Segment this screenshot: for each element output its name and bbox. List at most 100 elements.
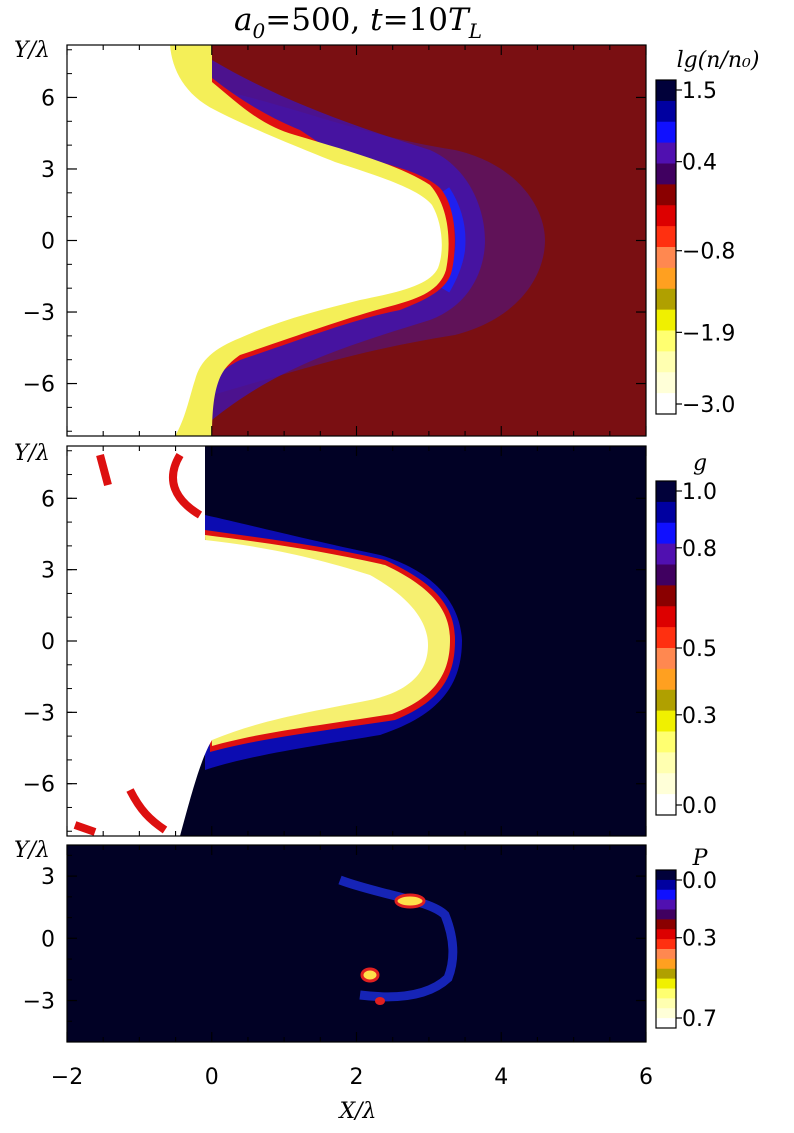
gamma-colorbar-swatch xyxy=(656,689,676,712)
pressure-ytick-label: 3 xyxy=(41,865,55,890)
density-ytick-label: 3 xyxy=(41,158,55,183)
gamma-colorbar-swatch xyxy=(656,522,676,545)
density-y-axis-label: Y/λ xyxy=(14,38,50,63)
pressure-colorbar-swatch xyxy=(656,978,676,989)
density-colorbar-swatch xyxy=(656,142,676,164)
pressure-halo xyxy=(338,875,458,1002)
gamma-colorbar-swatch xyxy=(656,773,676,795)
gamma-ytick-label: −6 xyxy=(23,773,55,798)
pressure-colorbar-swatch xyxy=(656,988,676,999)
density-colorbar-swatch xyxy=(656,184,676,206)
density-ytick-label: 0 xyxy=(41,230,55,255)
x-axis-label: X/λ xyxy=(337,1099,376,1124)
gamma-colorbar-swatch xyxy=(656,564,676,586)
gamma-colorbar-swatch xyxy=(656,648,676,670)
gamma-plasma-body xyxy=(67,446,462,836)
density-colorbar-swatch xyxy=(656,288,676,311)
density-colorbar-swatch xyxy=(656,372,676,394)
panel-gamma: 6 3 0 −3 −6 Y/λ 1.0 0.8 0.5 0.3 0.0 g xyxy=(14,441,717,837)
pressure-colorbar-swatch xyxy=(656,889,676,901)
panel-pressure: 3 0 −3 Y/λ 0.0 0.3 0.7 P xyxy=(14,838,717,1043)
gamma-colorbar-swatch xyxy=(656,731,676,753)
xtick-label: 6 xyxy=(639,1065,653,1090)
density-colorbar-tick-label: −0.8 xyxy=(682,240,735,265)
pressure-hotspot-top xyxy=(394,893,426,909)
gamma-colorbar-tick-label: 0.3 xyxy=(682,704,717,729)
pressure-colorbar-swatch xyxy=(656,899,676,910)
gamma-colorbar-label: g xyxy=(693,451,707,476)
xtick-label: 4 xyxy=(494,1065,508,1090)
density-colorbar-swatch xyxy=(656,205,676,227)
gamma-colorbar-swatch xyxy=(656,627,676,649)
gamma-colorbar-swatch xyxy=(656,501,676,524)
density-ytick-label: 6 xyxy=(41,86,55,111)
density-colorbar-swatch xyxy=(656,330,676,352)
xtick-label: 0 xyxy=(205,1065,219,1090)
gamma-ytick-label: 0 xyxy=(41,630,55,655)
gamma-colorbar-swatch xyxy=(656,606,676,628)
gamma-colorbar-swatch xyxy=(656,481,676,503)
gamma-white-core xyxy=(67,446,428,836)
pressure-colorbar-swatch xyxy=(656,958,676,970)
pressure-colorbar-swatch xyxy=(656,870,676,881)
density-colorbar-swatch xyxy=(656,309,676,331)
pressure-colorbar-swatch xyxy=(656,1008,676,1019)
density-colorbar-tick-label: 0.4 xyxy=(682,151,717,176)
pressure-plot-background xyxy=(67,845,646,1042)
density-ytick-label: −6 xyxy=(23,373,55,398)
pressure-colorbar-tick-label: 0.3 xyxy=(682,927,717,952)
xtick-label: 2 xyxy=(350,1065,364,1090)
density-colorbar-frame xyxy=(655,79,677,415)
pressure-ytick-label: 0 xyxy=(41,927,55,952)
density-white-cavity xyxy=(67,45,442,436)
gamma-colorbar-tick-label: 0.8 xyxy=(682,537,717,562)
density-colorbar-swatch xyxy=(656,226,676,248)
pressure-colorbar-swatch xyxy=(656,929,676,940)
pressure-colorbar-swatch xyxy=(656,949,676,960)
density-colorbar-tick-label: −3.0 xyxy=(682,393,735,418)
gamma-colorbar-swatch xyxy=(656,794,676,816)
pressure-hotspot-bottom xyxy=(375,997,385,1005)
density-colorbar-label: lg(n/n₀) xyxy=(677,48,760,73)
pressure-plasma-body xyxy=(338,875,458,1005)
density-colorbar-swatch xyxy=(656,100,676,123)
gamma-ytick-label: 6 xyxy=(41,487,55,512)
gamma-filament-3 xyxy=(73,788,168,836)
pressure-colorbar-tick-label: 0.7 xyxy=(682,1007,717,1032)
gamma-colorbar-swatch xyxy=(656,668,676,691)
pressure-ytick-label: −3 xyxy=(23,990,55,1015)
gamma-colorbar-swatch xyxy=(656,710,676,732)
density-colorbar-swatch xyxy=(656,267,676,290)
gamma-colorbar-tick-label: 0.0 xyxy=(682,794,717,819)
figure-title: a0=500, t=10TL xyxy=(234,2,482,43)
density-plasma-body xyxy=(67,45,545,436)
gamma-colorbar-tick-label: 0.5 xyxy=(682,637,717,662)
gamma-y-axis-label: Y/λ xyxy=(14,441,50,466)
density-colorbar-swatch xyxy=(656,163,676,185)
gamma-ytick-label: −3 xyxy=(23,701,55,726)
pressure-colorbar-swatch xyxy=(656,939,676,950)
pressure-hotspot-left xyxy=(360,967,380,983)
gamma-colorbar-swatch xyxy=(656,585,676,607)
density-colorbar-swatch xyxy=(656,247,676,269)
pressure-colorbar-swatch xyxy=(656,919,676,930)
pressure-y-axis-label: Y/λ xyxy=(14,838,50,863)
density-colorbar-tick-label: 1.5 xyxy=(682,79,717,104)
gamma-filament-1 xyxy=(96,453,112,487)
density-colorbar-swatch xyxy=(656,80,676,102)
pressure-colorbar-swatch xyxy=(656,879,676,891)
density-ytick-label: −3 xyxy=(23,301,55,326)
pressure-colorbar-tick-label: 0.0 xyxy=(682,869,717,894)
xtick-label: −2 xyxy=(51,1065,83,1090)
pressure-colorbar-label: P xyxy=(692,846,709,871)
density-colorbar-tick-label: −1.9 xyxy=(682,321,735,346)
density-dense-front xyxy=(440,187,466,293)
gamma-ytick-label: 3 xyxy=(41,559,55,584)
density-colorbar-swatch xyxy=(656,351,676,373)
gamma-colorbar-swatch xyxy=(656,752,676,774)
pressure-colorbar-swatch xyxy=(656,909,676,920)
pressure-colorbar-swatch xyxy=(656,1018,676,1029)
panel-density: 6 3 0 −3 −6 Y/λ 1.5 0.4 −0.8 −1.9 −3.0 lg(n/n₀) xyxy=(14,38,760,437)
density-colorbar-swatch xyxy=(656,393,676,415)
